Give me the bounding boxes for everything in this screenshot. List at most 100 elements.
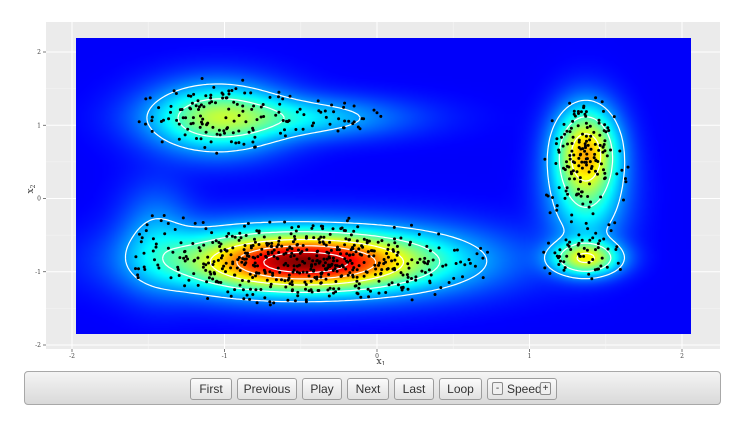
scatter-point — [312, 236, 316, 240]
scatter-point — [311, 224, 315, 228]
scatter-point — [269, 285, 273, 289]
scatter-point — [360, 253, 364, 257]
scatter-point — [275, 256, 279, 260]
scatter-point — [212, 271, 216, 275]
scatter-point — [305, 248, 309, 252]
scatter-point — [242, 297, 246, 301]
last-button[interactable]: Last — [394, 378, 434, 400]
scatter-point — [243, 262, 247, 266]
scatter-point — [351, 253, 355, 257]
scatter-point — [241, 78, 245, 82]
scatter-point — [325, 257, 329, 261]
scatter-point — [591, 258, 595, 261]
scatter-point — [335, 269, 339, 273]
scatter-point — [201, 221, 205, 224]
scatter-point — [548, 211, 552, 215]
scatter-point — [144, 229, 148, 233]
scatter-point — [386, 247, 390, 251]
scatter-point — [342, 229, 346, 232]
scatter-point — [579, 194, 583, 198]
scatter-point — [281, 97, 285, 101]
scatter-point — [222, 129, 226, 133]
scatter-point — [250, 107, 254, 111]
scatter-point — [543, 157, 547, 161]
scatter-point — [588, 182, 591, 186]
scatter-point — [565, 129, 569, 133]
scatter-point — [327, 273, 331, 276]
scatter-point — [193, 221, 197, 225]
scatter-point — [338, 265, 342, 268]
play-button[interactable]: Play — [302, 378, 342, 400]
animation-controls: First Previous Play Next Last Loop - Spe… — [24, 371, 721, 405]
scatter-point — [247, 254, 251, 258]
speed-increase-button[interactable]: + — [540, 382, 551, 395]
first-button[interactable]: First — [190, 378, 232, 400]
scatter-point — [427, 268, 431, 272]
scatter-point — [354, 250, 358, 254]
scatter-point — [219, 242, 223, 246]
scatter-point — [183, 249, 187, 253]
scatter-point — [602, 168, 605, 172]
scatter-point — [225, 96, 229, 100]
scatter-point — [230, 234, 234, 238]
scatter-point — [178, 108, 182, 112]
loop-button[interactable]: Loop — [439, 378, 482, 400]
previous-button[interactable]: Previous — [237, 378, 297, 400]
scatter-point — [277, 90, 281, 94]
scatter-point — [263, 296, 267, 300]
scatter-point — [140, 236, 144, 240]
scatter-point — [208, 270, 212, 274]
scatter-point — [139, 240, 143, 244]
scatter-point — [568, 177, 571, 181]
scatter-points — [134, 77, 630, 307]
scatter-point — [475, 252, 479, 256]
scatter-point — [417, 232, 421, 236]
scatter-point — [205, 280, 209, 284]
scatter-point — [179, 241, 183, 245]
scatter-point — [356, 125, 360, 129]
scatter-point — [600, 256, 604, 260]
scatter-point — [570, 213, 574, 217]
scatter-point — [564, 189, 568, 193]
scatter-point — [586, 143, 590, 147]
scatter-point — [319, 224, 323, 228]
scatter-point — [254, 271, 258, 275]
scatter-point — [329, 248, 333, 252]
scatter-point — [433, 293, 437, 296]
scatter-point — [582, 254, 586, 258]
scatter-point — [288, 246, 292, 250]
next-button[interactable]: Next — [347, 378, 389, 400]
scatter-point — [238, 283, 242, 287]
scatter-point — [322, 264, 325, 268]
scatter-point — [210, 231, 214, 235]
scatter-point — [218, 245, 222, 248]
scatter-point — [587, 170, 591, 174]
scatter-point — [580, 160, 584, 164]
scatter-point — [324, 267, 327, 271]
scatter-point — [406, 262, 410, 266]
scatter-point — [441, 264, 445, 268]
scatter-point — [283, 220, 287, 224]
scatter-point — [551, 196, 554, 199]
speed-decrease-button[interactable]: - — [492, 382, 503, 395]
x-tick-label: -2 — [69, 353, 75, 360]
scatter-point — [254, 274, 257, 278]
scatter-point — [571, 119, 575, 123]
scatter-point — [304, 298, 308, 302]
scatter-point — [565, 164, 569, 168]
scatter-point — [347, 216, 351, 220]
scatter-point — [191, 121, 195, 125]
axis-ticks: -2 -1 0 1 2 -2 -1 0 1 2 — [35, 49, 684, 360]
scatter-point — [337, 117, 341, 121]
scatter-point — [593, 152, 597, 156]
scatter-point — [244, 251, 247, 255]
scatter-point — [197, 108, 200, 111]
scatter-point — [229, 253, 233, 257]
scatter-point — [255, 118, 259, 122]
scatter-point — [227, 107, 231, 111]
scatter-point — [208, 101, 212, 105]
scatter-point — [444, 263, 448, 267]
scatter-point — [305, 270, 309, 274]
scatter-point — [328, 256, 332, 260]
scatter-point — [560, 135, 563, 139]
